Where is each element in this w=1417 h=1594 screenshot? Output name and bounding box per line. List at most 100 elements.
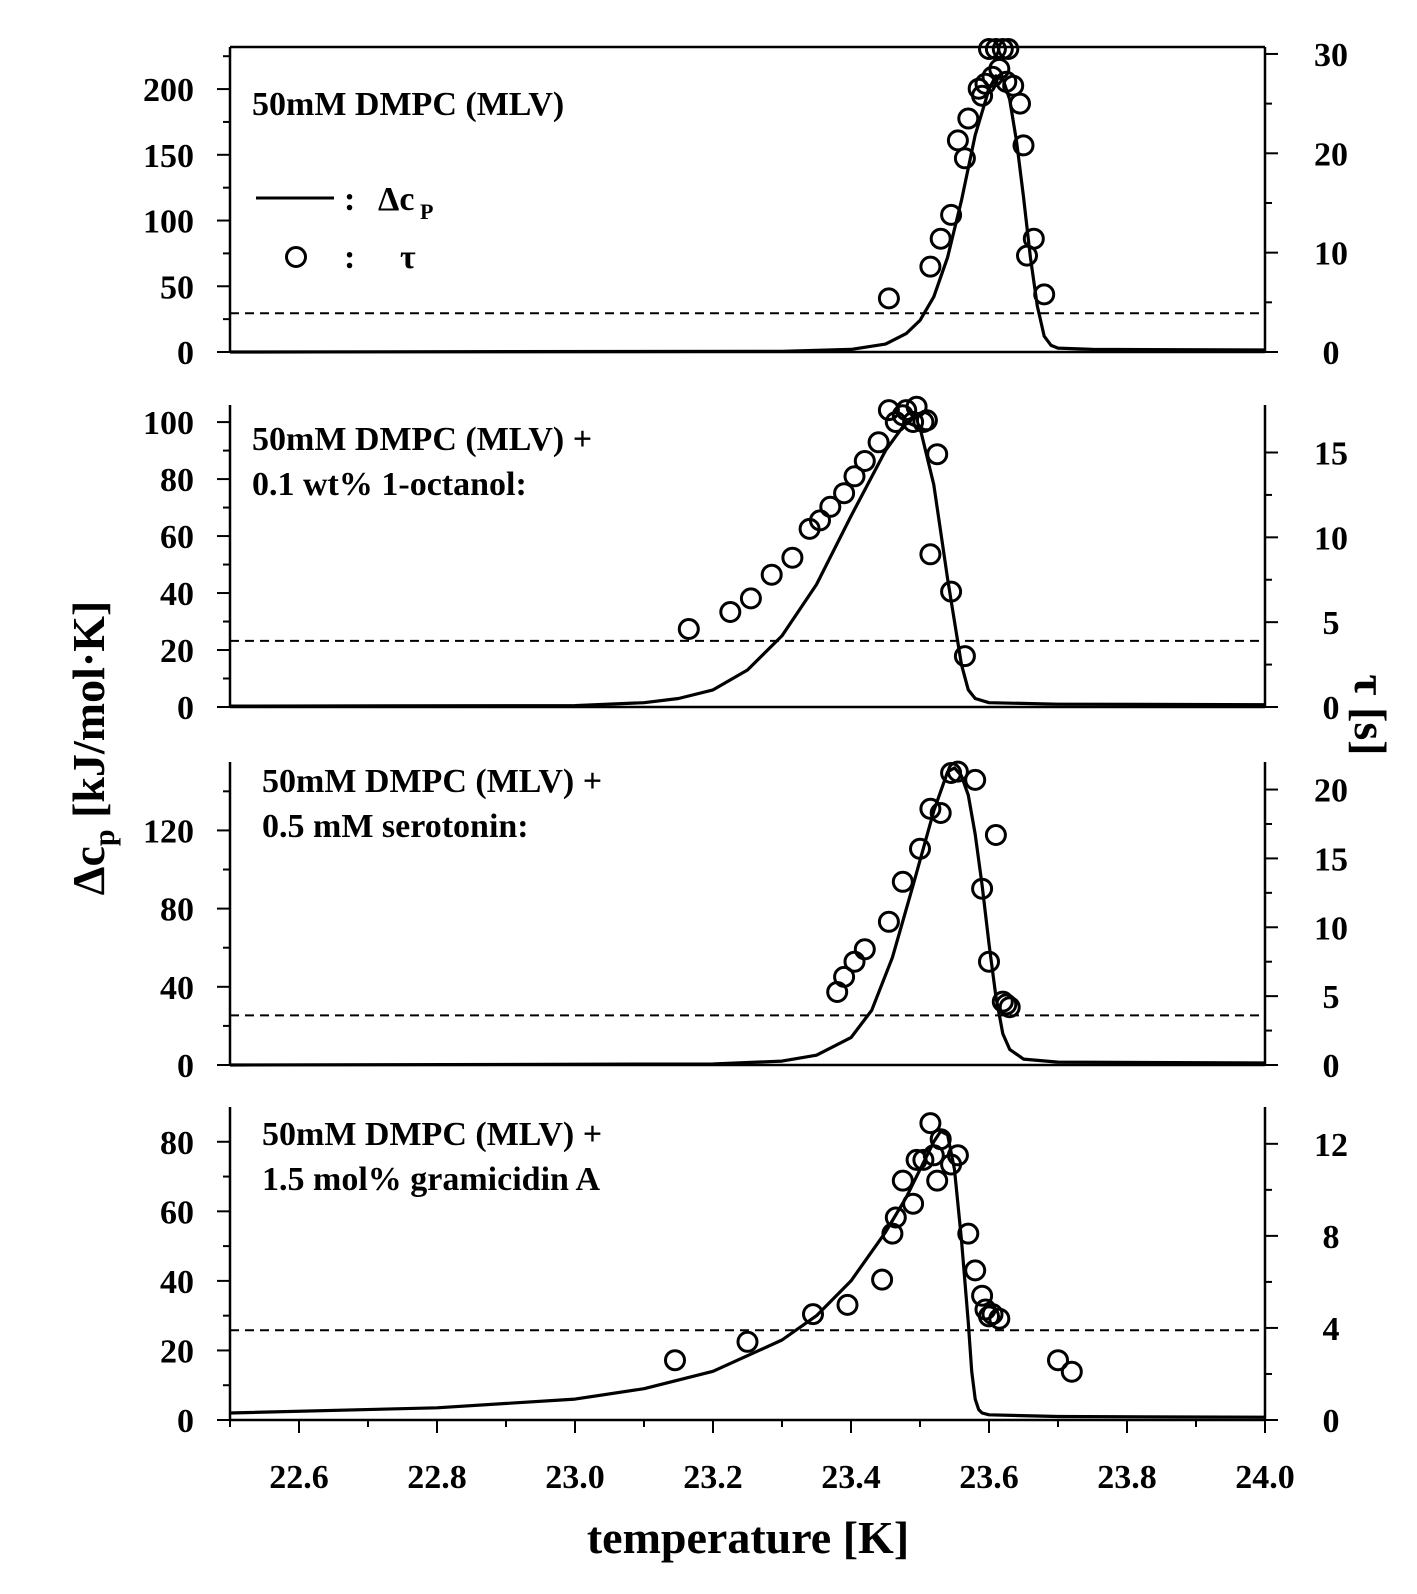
tau-point: [974, 72, 997, 95]
tau-point: [971, 877, 994, 900]
panel-annotation: 50mM DMPC (MLV) +: [262, 1116, 602, 1153]
tau-point: [964, 1259, 987, 1282]
tau-point: [1022, 227, 1045, 250]
tau-point: [953, 645, 976, 668]
legend-line-label: Δc: [378, 181, 414, 218]
left-tick-label: 0: [177, 335, 194, 372]
x-axis-title: temperature [K]: [587, 1512, 909, 1563]
right-tick-label: 15: [1314, 841, 1348, 878]
tau-point: [946, 1144, 969, 1167]
panel-annotation: 1.5 mol% gramicidin A: [262, 1161, 601, 1198]
tau-point: [995, 993, 1018, 1016]
right-tick-label: 0: [1323, 1048, 1340, 1085]
tau-point: [957, 1222, 980, 1245]
x-tick-label: 22.6: [269, 1459, 329, 1496]
right-tick-label: 0: [1323, 1403, 1340, 1440]
right-tick-label: 10: [1314, 520, 1348, 557]
tau-point: [902, 1192, 925, 1215]
left-tick-label: 80: [160, 462, 194, 499]
panel-annotation: 0.5 mM serotonin:: [262, 808, 529, 845]
panel-1: 0 50 100 150 200 0 10 20 30 50mM DMPC (MLV): [143, 37, 1348, 372]
tau-point: [736, 1330, 759, 1353]
tau-point: [719, 601, 742, 623]
left-tick-label: 60: [160, 519, 194, 556]
tau-point: [677, 618, 700, 640]
right-tick-label: 8: [1323, 1219, 1340, 1256]
x-tick-label: 23.2: [683, 1459, 743, 1496]
x-tick-label: 23.6: [959, 1459, 1019, 1496]
tau-point: [953, 147, 976, 170]
tau-point: [853, 938, 876, 961]
left-tick-label: 40: [160, 970, 194, 1007]
tau-point: [881, 1222, 904, 1245]
tau-point: [919, 1112, 942, 1135]
tau-point: [997, 38, 1020, 60]
tau-point: [871, 1268, 894, 1291]
cp-curve: [229, 766, 1266, 1067]
cp-curve: [229, 420, 1266, 708]
right-tick-label: 30: [1314, 37, 1348, 74]
tau-point: [853, 450, 876, 472]
tau-point: [802, 1303, 824, 1326]
x-tick-label: 23.8: [1097, 1459, 1157, 1496]
tau-point: [1047, 1349, 1069, 1372]
x-tick-labels: 22.6 22.8 23.0 23.2 23.4 23.6 23.8 24.0: [229, 1420, 1295, 1496]
right-tick-label: 4: [1323, 1311, 1340, 1348]
panel-3: 0 40 80 120 0 5 10 15 20 50mM DMPC (MLV) + 0.5 mM …: [143, 760, 1348, 1085]
tau-point: [1060, 1360, 1083, 1383]
right-tick-label: 0: [1323, 690, 1340, 727]
legend-colon-1: :: [344, 181, 355, 218]
tau-point: [1012, 134, 1035, 157]
tau-point: [929, 802, 952, 824]
tau-point: [929, 1128, 952, 1151]
y-axis-title-right: τ [s]: [1345, 674, 1396, 755]
cp-curve: [229, 74, 1266, 354]
left-tick-label: 0: [177, 1048, 194, 1085]
x-tick-label: 23.4: [821, 1459, 881, 1496]
tau-point: [988, 1307, 1011, 1330]
right-tick-label: 5: [1323, 605, 1340, 642]
legend-colon-2: :: [344, 239, 355, 276]
left-tick-label: 0: [177, 1403, 194, 1440]
tau-point: [978, 1305, 1000, 1328]
left-tick-label: 150: [143, 138, 194, 175]
tau-point: [884, 1206, 907, 1229]
tau-point: [1033, 283, 1056, 306]
left-tick-label: 80: [160, 892, 194, 929]
cp-curve: [229, 1129, 1266, 1419]
right-tick-label: 5: [1323, 979, 1340, 1016]
right-tick-label: 20: [1314, 136, 1348, 173]
tau-point: [809, 509, 831, 532]
panel-annotation: 50mM DMPC (MLV) +: [262, 763, 602, 800]
tau-point: [919, 255, 942, 278]
panel-annotation: 50mM DMPC (MLV) +: [252, 421, 592, 458]
tau-point: [964, 768, 987, 791]
tau-point: [940, 580, 963, 603]
tau-point: [971, 84, 994, 107]
tau-point: [843, 950, 866, 973]
y-axis-title-left: Δcp [kJ/mol·K]: [63, 601, 121, 896]
tau-point: [843, 465, 866, 488]
tau-point: [909, 837, 931, 860]
tau-point: [833, 965, 856, 988]
x-tick-label: 22.8: [407, 1459, 467, 1496]
left-tick-label: 50: [160, 269, 194, 306]
panel-4: 0 20 40 60 80 0 4 8 12 50mM DMPC (MLV) + 1.5 mol% …: [160, 1107, 1348, 1440]
tau-point: [919, 543, 942, 566]
left-tick-label: 20: [160, 1333, 194, 1370]
tau-point: [946, 129, 969, 152]
tau-point: [833, 482, 856, 505]
tau-point: [978, 950, 1000, 973]
panel-2: 0 20 40 60 80 100 0 5 10 15 50mM DMPC (MLV) + 0.1 w…: [143, 395, 1348, 727]
tau-point: [891, 1169, 914, 1192]
right-tick-label: 20: [1314, 773, 1348, 810]
tau-point: [984, 824, 1007, 846]
legend-line-label-sub: P: [420, 199, 433, 224]
tau-point: [991, 990, 1014, 1013]
tau-point: [877, 910, 900, 933]
right-tick-label: 10: [1314, 236, 1348, 273]
tau-point: [926, 443, 949, 466]
legend: : Δc P : τ: [256, 181, 433, 276]
